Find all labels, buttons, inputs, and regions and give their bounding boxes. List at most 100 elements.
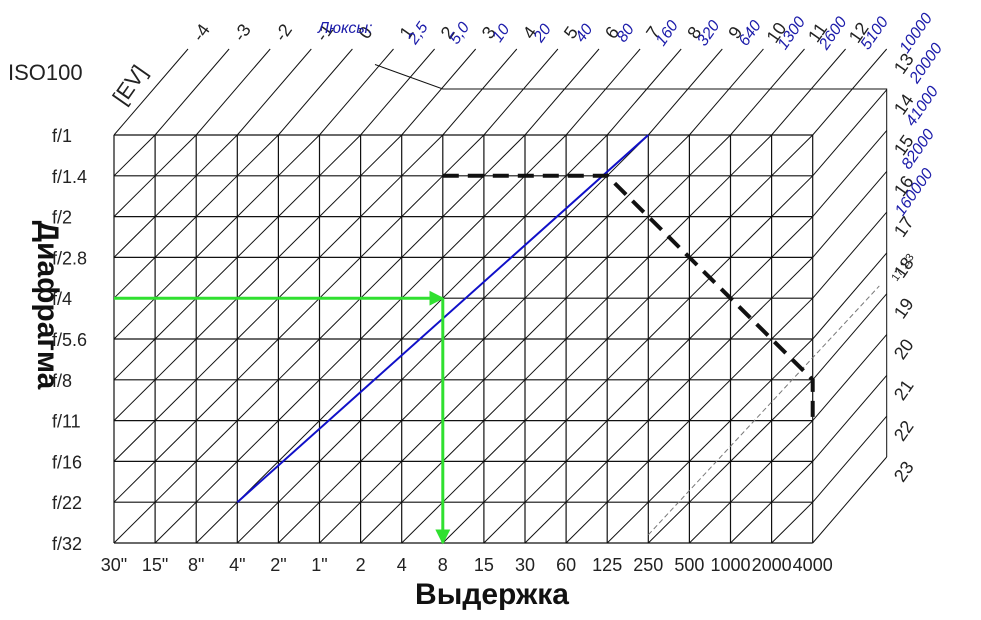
grid-diagonal <box>401 216 444 258</box>
grid-diagonal <box>113 461 156 503</box>
grid-diagonal <box>606 297 649 340</box>
grid-diagonal <box>236 257 279 299</box>
ev-guide-top <box>606 48 682 136</box>
shutter-tick-label: 2" <box>270 555 286 575</box>
grid-diagonal <box>360 216 403 258</box>
grid-diagonal <box>401 338 444 381</box>
grid-diagonal <box>730 338 772 381</box>
x-axis-title: Выдержка <box>415 578 569 611</box>
grid-diagonal <box>442 461 485 503</box>
grid-diagonal <box>442 420 485 462</box>
grid-diagonal <box>360 175 403 217</box>
grid-diagonal <box>689 501 731 544</box>
aperture-tick-label: f/16 <box>52 452 82 472</box>
ev-guide-right <box>812 375 888 462</box>
grid-diagonal <box>524 257 567 299</box>
grid-diagonal <box>401 461 444 503</box>
grid-diagonal <box>730 379 772 421</box>
grid-diagonal <box>606 501 649 544</box>
ev-guide-top <box>730 48 805 136</box>
aperture-tick-label: f/2 <box>52 208 72 228</box>
aperture-tick-label: f/11 <box>52 412 81 432</box>
grid-diagonal <box>565 338 608 381</box>
grid-diagonal <box>360 501 403 544</box>
grid-diagonal <box>154 216 197 258</box>
grid-diagonal <box>442 379 485 421</box>
grid-diagonal <box>278 420 320 462</box>
grid-diagonal <box>524 297 567 340</box>
grid-diagonal <box>319 338 361 381</box>
grid-diagonal <box>524 134 567 177</box>
grid-diagonal <box>401 297 444 340</box>
grid-diagonal <box>565 379 608 421</box>
ev-guide-right <box>812 171 888 258</box>
ev-guide-top <box>771 48 846 136</box>
ev-guide-top <box>689 48 764 136</box>
shutter-tick-label: 30 <box>515 555 535 575</box>
aperture-tick-label: f/1.4 <box>52 167 87 187</box>
grid-diagonal <box>483 338 526 381</box>
grid-diagonal <box>689 379 731 421</box>
ev-top-label: -3 <box>229 20 255 45</box>
ev-guide-top <box>278 48 353 136</box>
grid-diagonal <box>606 257 649 299</box>
aperture-tick-label: f/8 <box>52 371 72 391</box>
grid-diagonal <box>442 338 485 381</box>
grid-diagonal <box>730 501 772 544</box>
ev-guide-top <box>524 48 600 136</box>
grid-diagonal <box>154 379 197 421</box>
grid-diagonal <box>360 297 403 340</box>
shutter-tick-label: 250 <box>633 555 663 575</box>
ev-top-label: -4 <box>188 20 214 45</box>
grid-diagonal <box>483 257 526 299</box>
ev-guide-right <box>812 456 888 544</box>
ev-right-label: 20 <box>890 335 918 363</box>
grid-diagonal <box>771 461 814 503</box>
shutter-tick-label: 15 <box>474 555 494 575</box>
grid-diagonal <box>771 379 814 421</box>
grid-diagonal <box>278 297 320 340</box>
grid-diagonal <box>195 420 238 462</box>
ev-guide-right <box>812 334 888 421</box>
grid-diagonal <box>195 175 238 217</box>
grid-diagonal <box>606 461 649 503</box>
grid-diagonal <box>195 501 238 544</box>
grid-diagonal <box>278 134 320 177</box>
grid-diagonal <box>524 420 567 462</box>
grid-diagonal <box>524 175 567 217</box>
grid-diagonal <box>730 134 772 177</box>
grid-diagonal <box>689 297 731 340</box>
grid-diagonal <box>236 297 279 340</box>
grid-diagonal <box>771 420 814 462</box>
iso-label: ISO100 <box>8 60 83 85</box>
grid-diagonal <box>319 297 361 340</box>
grid-diagonal <box>278 338 320 381</box>
grid-diagonal <box>154 501 197 544</box>
ev-guide-right <box>812 130 888 217</box>
grid-diagonal <box>689 461 731 503</box>
grid-diagonal <box>401 175 444 217</box>
aperture-tick-label: f/4 <box>52 289 72 309</box>
shutter-tick-label: 125 <box>592 555 622 575</box>
aperture-tick-label: f/1 <box>52 126 72 146</box>
grid-diagonal <box>319 379 361 421</box>
grid-diagonal <box>524 338 567 381</box>
grid-diagonal <box>524 379 567 421</box>
grid-diagonal <box>360 338 403 381</box>
grid-diagonal <box>524 461 567 503</box>
shutter-tick-label: 2 <box>356 555 366 575</box>
grid-diagonal <box>565 175 608 217</box>
grid-diagonal <box>442 297 485 340</box>
grid-diagonal <box>689 134 731 177</box>
grid-diagonal <box>730 216 772 258</box>
ev-right-label: 22 <box>890 417 918 445</box>
ev-guide-top <box>442 48 518 136</box>
shutter-tick-label: 2000 <box>752 555 792 575</box>
grid-diagonal <box>360 379 403 421</box>
grid-diagonal <box>360 461 403 503</box>
grid-diagonal <box>730 461 772 503</box>
grid-diagonal <box>647 338 690 381</box>
shutter-tick-label: 4" <box>229 555 245 575</box>
grid-diagonal <box>442 175 485 217</box>
